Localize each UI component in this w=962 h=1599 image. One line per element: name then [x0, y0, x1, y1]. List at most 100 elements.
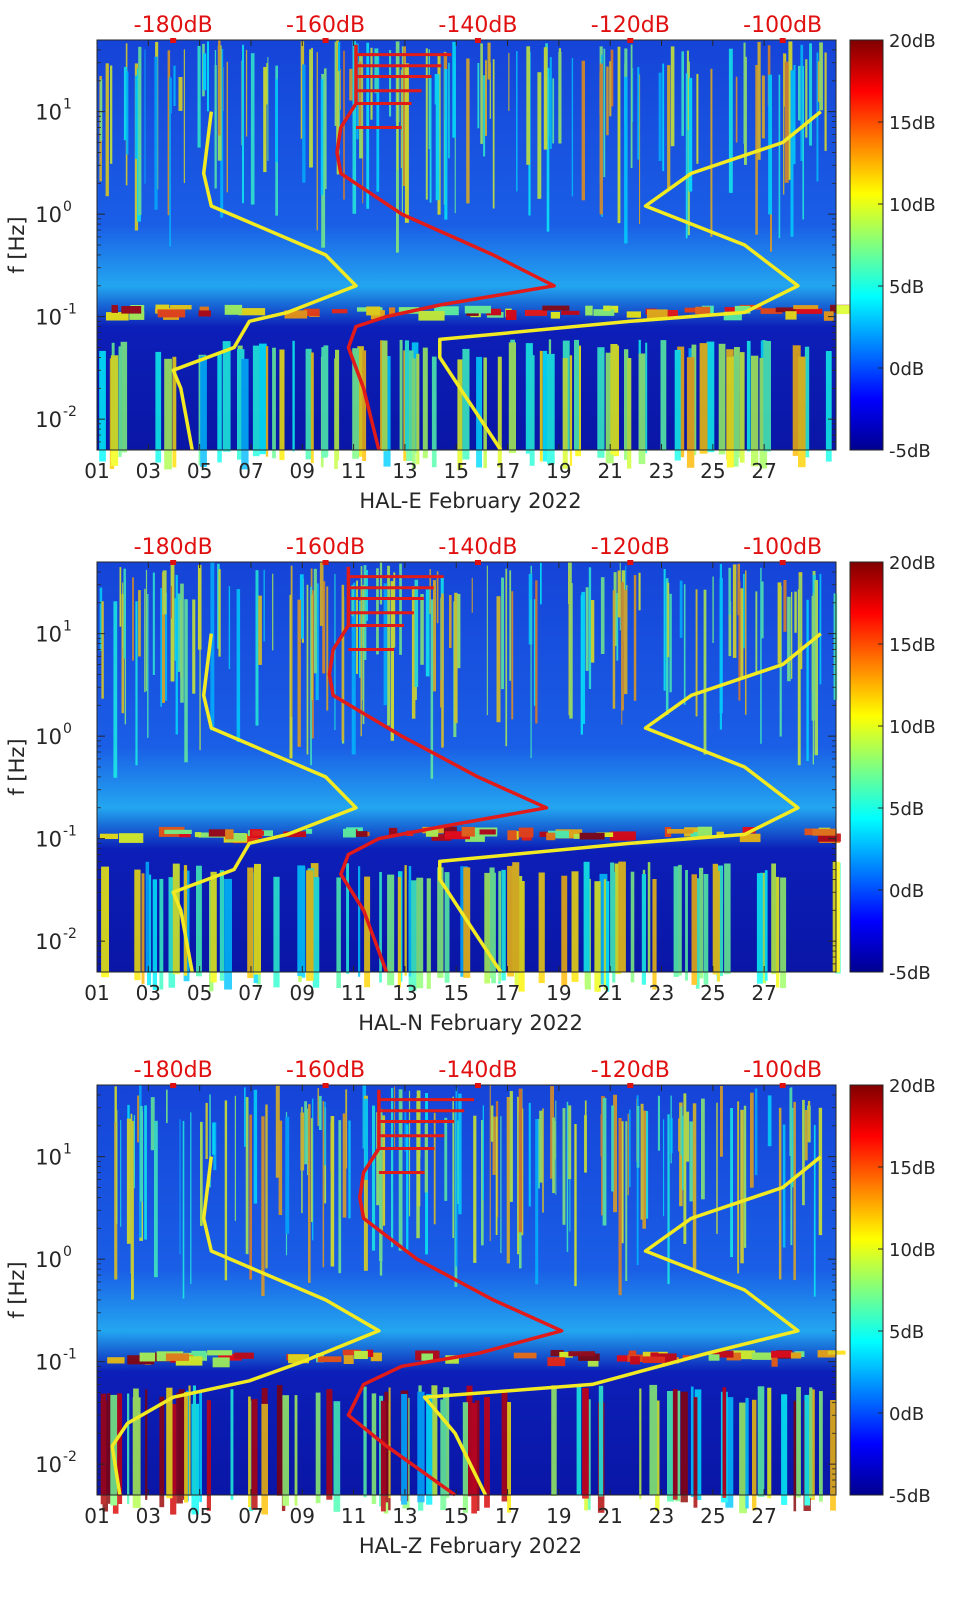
y-axis-label: f [Hz] [5, 216, 29, 273]
x-tick-label: 01 [84, 1504, 109, 1528]
x-tick-label: 03 [136, 981, 161, 1005]
y-tick-label: 10 [35, 1248, 62, 1272]
y-tick-label: 10 [35, 1146, 62, 1170]
top-db-label: -180dB [134, 13, 213, 38]
x-tick-label: 07 [238, 459, 263, 483]
x-tick-label: 09 [290, 981, 315, 1005]
top-db-label: -140dB [438, 13, 517, 38]
spectrogram-microseism-band [106, 304, 859, 321]
noise-model-high-curve [422, 1155, 822, 1496]
top-db-label: -120dB [591, 535, 670, 560]
colorbar-label: 0dB [889, 881, 924, 902]
y-axis-label: f [Hz] [5, 1261, 29, 1318]
y-tick-exponent: -2 [63, 1449, 77, 1465]
station-noise-spikes [378, 1098, 475, 1174]
spectrogram-streaks [114, 1085, 823, 1300]
x-tick-label: 23 [649, 459, 674, 483]
y-tick-exponent: 0 [63, 721, 72, 737]
y-tick-exponent: -1 [63, 824, 77, 840]
x-tick-label: 23 [649, 981, 674, 1005]
y-tick-label: 10 [35, 101, 62, 125]
colorbar-label: 0dB [889, 1404, 924, 1425]
x-tick-label: 25 [700, 459, 725, 483]
x-tick-label: 05 [187, 459, 212, 483]
x-tick-label: 09 [290, 1504, 315, 1528]
y-tick-label: 10 [35, 1351, 62, 1375]
top-db-label: -100dB [743, 13, 822, 38]
colorbar-label: 0dB [889, 359, 924, 380]
x-tick-label: 23 [649, 1504, 674, 1528]
x-tick-label: 11 [341, 1504, 366, 1528]
colorbar-label: 5dB [889, 277, 924, 298]
y-tick-exponent: 1 [63, 97, 72, 113]
spectrogram-microseism-band [107, 1349, 846, 1368]
colorbar-label: -5dB [889, 963, 931, 984]
top-db-label: -160dB [286, 1058, 365, 1083]
x-tick-label: 21 [597, 1504, 622, 1528]
colorbar-label: 15dB [889, 113, 936, 134]
colorbar-label: -5dB [889, 441, 931, 462]
y-tick-label: 10 [35, 408, 62, 432]
noise-model-low-curve [110, 1156, 381, 1496]
x-axis-label: HAL-N February 2022 [358, 1011, 583, 1035]
x-tick-label: 27 [751, 1504, 776, 1528]
x-tick-label: 27 [751, 459, 776, 483]
top-db-label: -100dB [743, 1058, 822, 1083]
x-tick-label: 21 [597, 459, 622, 483]
top-db-label: -140dB [438, 535, 517, 560]
noise-model-high-curve [438, 110, 822, 451]
colorbar: 20dB 15dB 10dB 5dB 0dB -5dB [849, 1076, 936, 1507]
top-db-label: -120dB [591, 13, 670, 38]
top-db-label: -160dB [286, 535, 365, 560]
y-axis-label: f [Hz] [5, 738, 29, 795]
x-tick-label: 09 [290, 459, 315, 483]
x-tick-label: 15 [444, 981, 469, 1005]
colorbar-label: 10dB [889, 195, 936, 216]
colorbar-label: 10dB [889, 717, 936, 738]
y-tick-exponent: 1 [63, 1142, 72, 1158]
x-tick-label: 07 [238, 981, 263, 1005]
x-tick-label: 13 [392, 1504, 417, 1528]
colorbar-label: 15dB [889, 635, 936, 656]
noise-model-low-curve [171, 111, 358, 451]
x-tick-label: 19 [546, 459, 571, 483]
top-db-label: -140dB [438, 1058, 517, 1083]
x-tick-label: 01 [84, 459, 109, 483]
colorbar-label: 10dB [889, 1240, 936, 1261]
x-tick-label: 27 [751, 981, 776, 1005]
x-tick-label: 25 [700, 1504, 725, 1528]
colorbar-label: 5dB [889, 1322, 924, 1343]
x-tick-label: 03 [136, 1504, 161, 1528]
x-axis-label: HAL-Z February 2022 [359, 1534, 582, 1558]
colorbar-label: 15dB [889, 1158, 936, 1179]
top-db-label: -180dB [134, 1058, 213, 1083]
spectrogram-streaks [99, 562, 838, 779]
x-tick-label: 19 [546, 981, 571, 1005]
y-tick-label: 10 [35, 828, 62, 852]
colorbar-label: 20dB [889, 553, 936, 574]
x-tick-label: 13 [392, 981, 417, 1005]
y-tick-label: 10 [35, 203, 62, 227]
colorbar-label: 20dB [889, 31, 936, 52]
y-tick-exponent: -2 [63, 404, 77, 420]
colorbar-label: -5dB [889, 1486, 931, 1507]
x-tick-label: 25 [700, 981, 725, 1005]
colorbar-label: 20dB [889, 1076, 936, 1097]
x-tick-label: 11 [341, 459, 366, 483]
x-axis-label: HAL-E February 2022 [359, 489, 581, 513]
top-db-label: -120dB [591, 1058, 670, 1083]
y-tick-label: 10 [35, 930, 62, 954]
spectrogram-low-band [99, 339, 832, 470]
y-tick-exponent: 0 [63, 1244, 72, 1260]
top-db-label: -180dB [134, 535, 213, 560]
colorbar: 20dB 15dB 10dB 5dB 0dB -5dB [849, 553, 936, 984]
y-tick-exponent: -1 [63, 302, 77, 318]
y-tick-exponent: 1 [63, 619, 72, 635]
station-noise-spikes [356, 53, 452, 129]
x-tick-label: 15 [444, 1504, 469, 1528]
colorbar-label: 5dB [889, 799, 924, 820]
x-tick-label: 07 [238, 1504, 263, 1528]
